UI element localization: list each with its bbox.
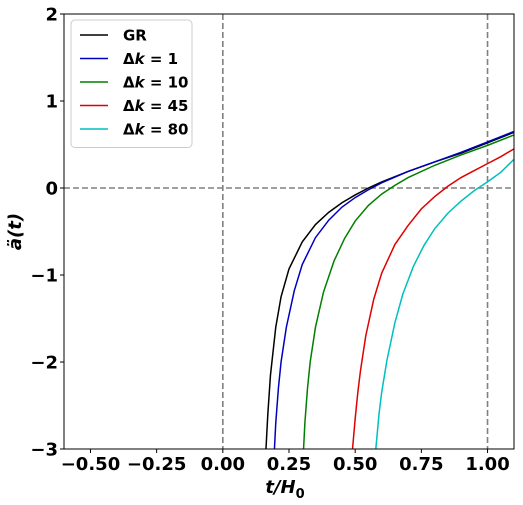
legend: GR Δk = 1 Δk = 10 Δk = 45 Δk = 80 <box>70 19 193 148</box>
y-tick-label: −3 <box>30 440 58 461</box>
y-tick-label: −2 <box>30 353 58 374</box>
legend-label: Δk = 10 <box>123 74 188 92</box>
y-axis-label: ä(t) <box>5 213 26 250</box>
series-lines <box>265 130 515 450</box>
legend-label: Δk = 1 <box>123 50 178 68</box>
x-tick-label: 0.00 <box>201 454 245 475</box>
y-axis-ticks: −3 −2 −1 0 1 2 <box>30 5 64 461</box>
x-axis-ticks: −0.50 −0.25 0.00 0.25 0.50 0.75 1.00 <box>61 449 510 475</box>
legend-label: Δk = 45 <box>123 97 188 115</box>
x-tick-label: 1.00 <box>465 454 509 475</box>
series-line-3 <box>351 148 515 450</box>
legend-label: Δk = 80 <box>123 121 188 139</box>
x-tick-label: −0.25 <box>127 454 187 475</box>
x-axis-label-main: t/H <box>265 477 295 498</box>
y-tick-label: 1 <box>45 92 58 113</box>
series-line-4 <box>375 158 515 450</box>
series-line-2 <box>302 134 515 450</box>
x-tick-label: 0.25 <box>267 454 311 475</box>
y-tick-label: 0 <box>45 179 58 200</box>
y-tick-label: −1 <box>30 266 58 287</box>
legend-label: GR <box>123 27 147 45</box>
series-line-1 <box>273 130 515 450</box>
x-tick-label: −0.50 <box>61 454 121 475</box>
x-axis-label: t/H0 <box>265 477 304 502</box>
legend-frame <box>70 19 193 148</box>
x-tick-label: 0.50 <box>333 454 377 475</box>
reference-lines <box>64 14 514 449</box>
x-tick-label: 0.75 <box>399 454 443 475</box>
x-axis-label-subscript: 0 <box>296 487 305 502</box>
y-tick-label: 2 <box>45 5 58 26</box>
